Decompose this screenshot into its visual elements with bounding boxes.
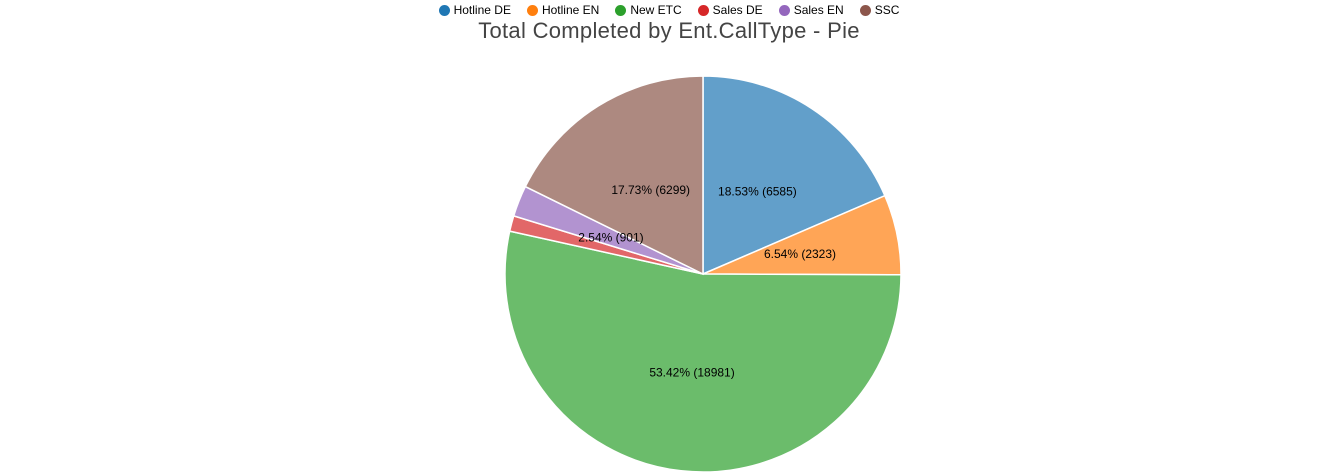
legend-item-ssc[interactable]: SSC [859, 3, 900, 17]
legend-swatch [697, 4, 709, 16]
legend-item-sales-en[interactable]: Sales EN [778, 3, 844, 17]
legend-label: Sales DE [712, 3, 763, 17]
legend-item-new-etc[interactable]: New ETC [615, 3, 682, 17]
slice-data-label: 53.42% (18981) [649, 365, 734, 379]
slice-data-label: 17.73% (6299) [611, 183, 690, 197]
chart-legend: Hotline DE Hotline EN New ETC Sales DE Sales… [0, 3, 1338, 17]
pie-slice-new-etc[interactable] [504, 230, 902, 473]
pie-slice-ssc[interactable] [524, 75, 704, 276]
legend-item-hotline-de[interactable]: Hotline DE [438, 3, 511, 17]
slice-data-label: 18.53% (6585) [718, 184, 797, 198]
legend-item-hotline-en[interactable]: Hotline EN [526, 3, 600, 17]
legend-swatch [859, 4, 871, 16]
legend-label: New ETC [630, 3, 682, 17]
pie-slice-hotline-de[interactable] [702, 75, 886, 276]
chart-title: Total Completed by Ent.CallType - Pie [478, 18, 860, 43]
legend-swatch [778, 4, 790, 16]
slice-data-label: 2.54% (901) [578, 231, 643, 245]
legend-label: Hotline EN [541, 3, 600, 17]
slice-data-label: 6.54% (2323) [764, 247, 836, 261]
legend-item-sales-de[interactable]: Sales DE [697, 3, 763, 17]
legend-swatch [438, 4, 450, 16]
legend-swatch [615, 4, 627, 16]
legend-label: SSC [874, 3, 900, 17]
legend-label: Sales EN [793, 3, 844, 17]
legend-label: Hotline DE [453, 3, 511, 17]
legend-swatch [526, 4, 538, 16]
